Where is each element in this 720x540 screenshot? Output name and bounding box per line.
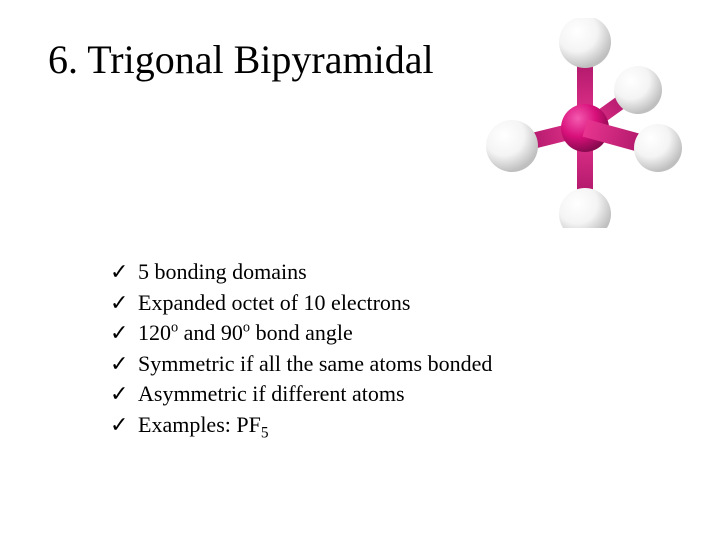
checkmark-icon: ✓	[110, 319, 128, 348]
checkmark-icon: ✓	[110, 289, 128, 318]
list-item: ✓ 5 bonding domains	[110, 258, 492, 287]
slide-title: 6. Trigonal Bipyramidal	[48, 36, 434, 83]
checkmark-icon: ✓	[110, 380, 128, 409]
bullet-text: Expanded octet of 10 electrons	[138, 290, 410, 315]
checkmark-icon: ✓	[110, 350, 128, 379]
list-item: ✓ 120o and 90o bond angle	[110, 319, 492, 348]
list-item: ✓ Symmetric if all the same atoms bonded	[110, 350, 492, 379]
bullet-text: Asymmetric if different atoms	[138, 381, 405, 406]
bullet-list: ✓ 5 bonding domains ✓ Expanded octet of …	[110, 258, 492, 442]
molecule-diagram	[480, 18, 690, 228]
bullet-text: Examples: PF5	[138, 412, 269, 437]
checkmark-icon: ✓	[110, 258, 128, 287]
list-item: ✓ Examples: PF5	[110, 411, 492, 440]
bullet-text: 120o and 90o bond angle	[138, 320, 353, 345]
checkmark-icon: ✓	[110, 411, 128, 440]
list-item: ✓ Asymmetric if different atoms	[110, 380, 492, 409]
list-item: ✓ Expanded octet of 10 electrons	[110, 289, 492, 318]
bullet-text: Symmetric if all the same atoms bonded	[138, 351, 492, 376]
bullet-text: 5 bonding domains	[138, 259, 307, 284]
